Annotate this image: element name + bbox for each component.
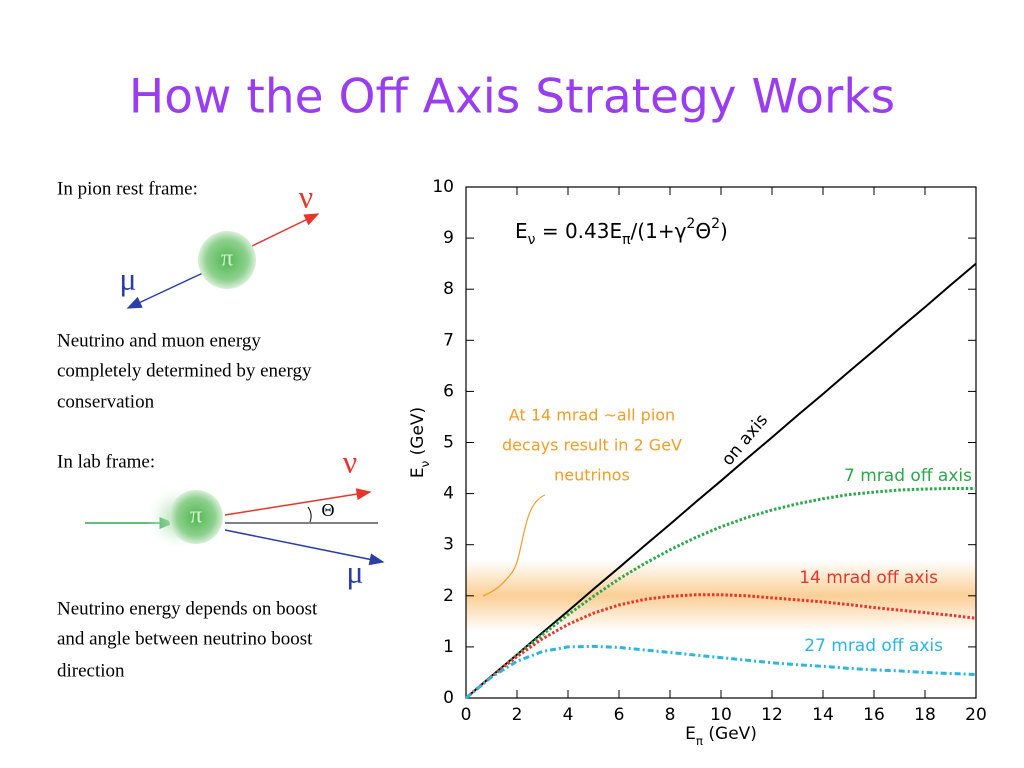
annotation-line: At 14 mrad ~all pion (509, 406, 675, 425)
heading: In lab frame: (57, 451, 155, 472)
x-axis-label: Eπ (GeV) (685, 724, 757, 748)
x-tick-label: 2 (512, 705, 523, 725)
y-axis-label-part: E (408, 467, 428, 478)
angle-arc (307, 506, 312, 523)
x-tick-label: 4 (563, 705, 574, 725)
formula-part: = 0.43E (535, 219, 622, 243)
formula-part: ν (528, 232, 536, 248)
y-tick-label: 6 (443, 381, 454, 401)
nu-label: ν (299, 178, 313, 214)
series-label: 27 mrad off axis (804, 636, 943, 656)
y-tick-label: 0 (443, 688, 454, 708)
caption-line: direction (57, 660, 125, 681)
y-tick-label: 7 (443, 330, 454, 350)
theta-label: Θ (322, 500, 335, 520)
y-tick-label: 10 (432, 177, 454, 197)
formula-part: ) (720, 219, 728, 243)
x-tick-label: 16 (863, 705, 885, 725)
pion (169, 490, 223, 544)
y-tick-label: 2 (443, 586, 454, 606)
y-axis-label-part: ν (418, 460, 432, 467)
annotation-line: neutrinos (554, 466, 630, 485)
formula-part: 2 (711, 216, 720, 232)
series-label: 14 mrad off axis (799, 568, 938, 588)
y-axis-label: Eν (GeV) (408, 407, 432, 478)
series-label: 7 mrad off axis (844, 466, 972, 486)
y-tick-label: 1 (443, 637, 454, 657)
caption-line: Neutrino and muon energy (57, 330, 261, 351)
mu-arrow (126, 271, 206, 309)
formula-part: 2 (686, 216, 695, 232)
y-tick-label: 8 (443, 279, 454, 299)
caption-line: and angle between neutrino boost (57, 628, 313, 649)
caption-line: conservation (57, 391, 155, 412)
nu-label: ν (343, 443, 357, 479)
caption-line: Neutrino energy depends on boost (57, 598, 318, 619)
y-tick-label: 3 (443, 535, 454, 555)
heading: In pion rest frame: (57, 178, 198, 199)
rest-frame: In pion rest frame: π ν μ Neutrino and m… (57, 178, 320, 412)
series-line (465, 486, 976, 700)
x-tick-label: 12 (761, 705, 783, 725)
pion (198, 231, 256, 289)
formula-part: E (515, 219, 528, 243)
mu-arrow (224, 529, 385, 566)
x-axis-label-part: π (696, 734, 703, 748)
caption-line: completely determined by energy (57, 360, 312, 381)
x-tick-label: 20 (965, 705, 987, 725)
formula-part: /(1+γ (631, 219, 687, 243)
x-tick-label: 8 (665, 705, 676, 725)
x-axis-label-part: E (685, 724, 696, 744)
y-tick-label: 4 (443, 484, 454, 504)
y-axis-label-part: (GeV) (408, 407, 428, 461)
annotation-line: decays result in 2 GeV (502, 436, 682, 455)
series-line (465, 262, 977, 699)
mu-label: μ (346, 553, 363, 589)
nu-arrow (224, 488, 372, 516)
annotation-connector (482, 494, 546, 597)
x-tick-label: 18 (914, 705, 936, 725)
pi-label: π (190, 503, 202, 529)
series-line (465, 593, 977, 700)
series-line (465, 644, 977, 700)
y-tick-label: 9 (443, 228, 454, 248)
lab-frame: In lab frame: π Θ ν μ Neutrino energy de… (57, 443, 385, 681)
x-tick-label: 0 (461, 705, 472, 725)
formula: Eν = 0.43Eπ/(1+γ2Θ2) (515, 216, 728, 248)
mu-label: μ (119, 260, 136, 296)
y-tick-label: 5 (443, 433, 454, 453)
slide-title: How the Off Axis Strategy Works (129, 70, 895, 125)
nu-arrow (249, 213, 320, 248)
x-tick-label: 14 (812, 705, 834, 725)
x-tick-label: 10 (710, 705, 732, 725)
pi-label: π (221, 246, 233, 272)
formula-part: π (622, 232, 631, 248)
x-tick-label: 6 (614, 705, 625, 725)
formula-part: Θ (695, 219, 711, 243)
x-axis-label-part: (GeV) (703, 724, 757, 744)
